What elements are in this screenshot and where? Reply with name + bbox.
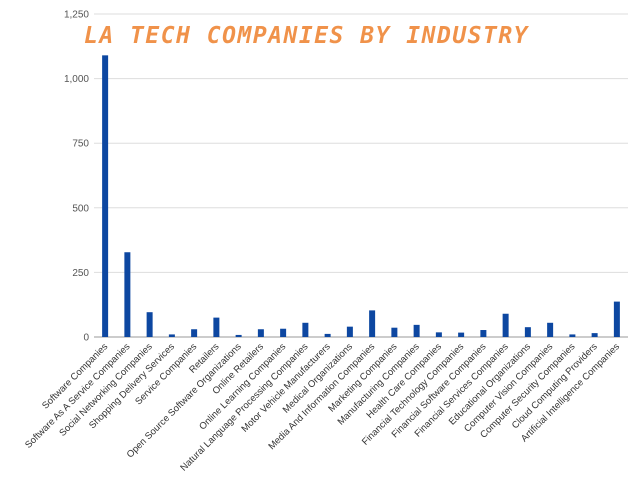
bar	[524, 327, 531, 337]
x-tick-label: Social Networking Companies	[57, 341, 155, 439]
bar	[213, 317, 220, 337]
bars	[102, 55, 620, 338]
bar	[235, 334, 242, 337]
bar	[124, 252, 131, 337]
bar	[502, 313, 509, 337]
y-tick-label: 500	[72, 203, 89, 214]
y-axis-ticks: 0 250 500 750 1,000 1,250	[64, 10, 89, 344]
y-tick-label: 0	[83, 333, 89, 344]
bar	[369, 310, 376, 337]
bar	[191, 329, 198, 337]
y-tick-label: 1,250	[64, 10, 89, 21]
bar	[458, 332, 465, 337]
gridlines	[94, 13, 628, 338]
bar	[168, 334, 175, 337]
bar	[413, 324, 420, 337]
bar	[324, 333, 331, 337]
bar	[302, 322, 309, 337]
bar	[613, 301, 620, 337]
bar	[257, 329, 264, 337]
bar	[480, 330, 487, 337]
bar	[280, 328, 287, 337]
y-tick-label: 750	[72, 139, 89, 150]
y-tick-label: 250	[72, 268, 89, 279]
bar	[346, 326, 353, 337]
bar	[547, 322, 554, 337]
bar	[591, 333, 598, 337]
bar	[102, 55, 109, 338]
chart-title: LA TECH COMPANIES BY INDUSTRY	[84, 23, 530, 49]
bar	[435, 332, 442, 337]
bar	[569, 334, 576, 337]
bar	[146, 312, 153, 337]
bar	[391, 327, 398, 337]
y-tick-label: 1,000	[64, 74, 89, 85]
